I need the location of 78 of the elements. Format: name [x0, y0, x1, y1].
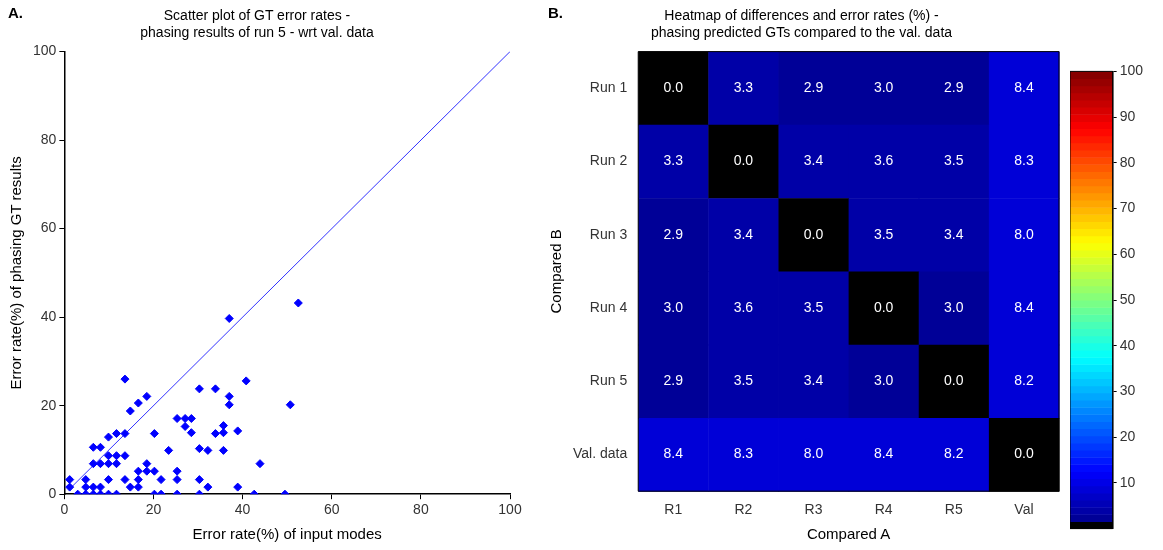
data-label: 3.5 [873, 225, 894, 242]
data-label: 0.0 [733, 152, 754, 169]
y-tick-label: 20 [40, 396, 57, 413]
color-bar-label: 30 [1119, 382, 1136, 399]
data-label: 2.9 [803, 79, 824, 96]
y-axis-title: Error rate(%) of phasing GT results [7, 156, 25, 390]
x-tick-label: 0 [60, 501, 69, 518]
y-axis-title: Compared B [547, 229, 565, 314]
data-label: 3.4 [944, 225, 964, 242]
data-label: 3.5 [733, 372, 754, 389]
data-label: 8.4 [1014, 298, 1034, 315]
text: A. [8, 3, 23, 21]
data-label: 8.4 [873, 445, 894, 462]
x-tick-label: 40 [234, 501, 251, 518]
color-bar-label: 10 [1119, 473, 1136, 490]
data-label: 3.4 [803, 372, 824, 389]
data-label: 8.3 [1014, 152, 1034, 169]
data-label: 8.0 [803, 445, 824, 462]
data-label: 8.2 [1014, 372, 1034, 389]
data-label: 0.0 [944, 372, 964, 389]
data-label: 8.4 [1014, 79, 1034, 96]
color-bar-label: 90 [1119, 107, 1136, 124]
data-label: 3.5 [803, 298, 824, 315]
color-bar-label: 50 [1119, 290, 1136, 307]
x-tick-label: R3 [804, 501, 823, 518]
data-label: 3.0 [944, 298, 964, 315]
x-tick-label: R5 [944, 501, 963, 518]
y-tick-label: Run 1 [589, 79, 628, 96]
y-tick-label: Run 4 [589, 298, 628, 315]
x-tick-label: Val [1014, 501, 1034, 518]
color-bar-label: 40 [1119, 336, 1136, 353]
x-tick-label: 80 [413, 501, 429, 518]
data-label: 3.6 [733, 298, 754, 315]
y-tick-label: 40 [40, 308, 57, 325]
x-tick-label: R4 [874, 501, 893, 518]
data-label: 3.0 [663, 298, 684, 315]
text: B. [548, 3, 563, 21]
data-label: 2.9 [944, 79, 964, 96]
data-label: 3.4 [803, 152, 824, 169]
x-tick-label: 100 [498, 501, 522, 518]
y-tick-label: Val. data [572, 445, 628, 462]
data-label: 3.0 [873, 372, 894, 389]
data-label: 8.3 [733, 445, 754, 462]
chart-title: Heatmap of differences and error rates (%) - phasing predicted GTs compared to the val. data [650, 7, 953, 41]
color-bar-label: 80 [1119, 153, 1136, 170]
y-tick-label: 60 [40, 219, 57, 236]
x-axis-title: Compared A [806, 525, 891, 543]
color-bar-label: 60 [1119, 245, 1136, 262]
color-bar-label: 100 [1119, 62, 1144, 79]
y-tick-label: 80 [40, 130, 57, 147]
chart-title: Scatter plot of GT error rates - phasing results of run 5 - wrt val. data [140, 7, 374, 41]
data-label: 0.0 [1014, 445, 1034, 462]
color-bar-label: 20 [1119, 428, 1136, 445]
color-bar-label: 70 [1119, 199, 1136, 216]
data-label: 3.3 [663, 152, 684, 169]
y-tick-label: Run 3 [589, 225, 628, 242]
data-label: 8.0 [1014, 225, 1034, 242]
data-label: 3.3 [733, 79, 754, 96]
data-label: 2.9 [663, 372, 684, 389]
x-tick-label: 60 [323, 501, 340, 518]
data-label: 3.0 [873, 79, 894, 96]
y-tick-label: 0 [48, 485, 57, 502]
data-label: 0.0 [663, 79, 684, 96]
x-tick-label: 20 [145, 501, 162, 518]
data-label: 8.2 [944, 445, 964, 462]
data-label: 3.6 [873, 152, 894, 169]
data-label: 3.4 [733, 225, 754, 242]
y-tick-label: 100 [33, 42, 57, 59]
data-label: 2.9 [663, 225, 684, 242]
x-tick-label: R2 [734, 501, 753, 518]
data-label: 0.0 [803, 225, 824, 242]
data-label: 3.5 [944, 152, 964, 169]
data-label: 8.4 [663, 445, 684, 462]
data-label: 0.0 [873, 298, 894, 315]
x-tick-label: R1 [664, 501, 683, 518]
x-axis-title: Error rate(%) of input modes [192, 525, 382, 543]
y-tick-label: Run 5 [589, 372, 628, 389]
y-tick-label: Run 2 [589, 152, 628, 169]
